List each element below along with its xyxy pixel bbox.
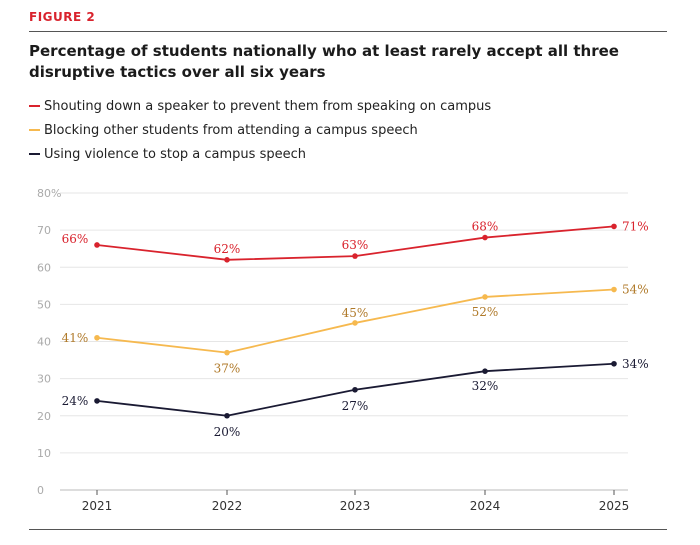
data-label: 66% <box>62 232 89 246</box>
data-point <box>352 320 358 326</box>
data-label: 20% <box>214 425 241 439</box>
data-point <box>94 242 100 248</box>
legend-item-blocking: Blocking other students from attending a… <box>29 118 491 142</box>
data-label: 71% <box>622 219 649 233</box>
data-point <box>611 360 617 367</box>
top-rule <box>29 31 667 32</box>
data-label: 68% <box>472 220 499 234</box>
legend-label-violence: Using violence to stop a campus speech <box>44 146 306 162</box>
legend-label-blocking: Blocking other students from attending a… <box>44 122 418 138</box>
bottom-rule <box>29 529 667 530</box>
data-label: 54% <box>622 283 649 297</box>
data-label: 37% <box>214 362 241 376</box>
data-point <box>94 398 100 404</box>
data-point <box>611 286 617 293</box>
x-tick-label: 2023 <box>340 499 371 513</box>
data-point <box>352 253 358 259</box>
figure-label: FIGURE 2 <box>29 10 96 24</box>
data-label: 63% <box>342 238 369 252</box>
y-tick-label: 80% <box>37 187 61 200</box>
legend-item-violence: Using violence to stop a campus speech <box>29 142 491 166</box>
x-tick-label: 2024 <box>470 499 501 513</box>
y-tick-label: 0 <box>37 484 44 497</box>
y-tick-label: 30 <box>37 373 51 386</box>
legend-label-shouting: Shouting down a speaker to prevent them … <box>44 98 492 114</box>
data-label: 34% <box>622 357 649 371</box>
data-point <box>611 223 617 230</box>
data-label: 45% <box>342 306 369 320</box>
data-label: 27% <box>342 399 369 413</box>
data-point <box>352 386 358 393</box>
y-tick-label: 40 <box>37 336 51 349</box>
chart-title: Percentage of students nationally who at… <box>29 42 619 81</box>
data-point <box>224 257 230 263</box>
data-label: 24% <box>62 394 89 408</box>
data-point <box>482 368 488 375</box>
x-tick-label: 2022 <box>212 499 243 513</box>
x-tick-label: 2021 <box>82 499 113 513</box>
x-tick-label: 2025 <box>599 499 630 513</box>
y-tick-label: 10 <box>37 447 51 460</box>
legend-swatch-blocking <box>29 129 40 131</box>
data-label: 41% <box>62 331 89 345</box>
legend-item-shouting: Shouting down a speaker to prevent them … <box>29 94 491 118</box>
y-tick-label: 60 <box>37 261 51 274</box>
data-label: 62% <box>214 242 241 256</box>
data-point <box>224 412 230 419</box>
data-point <box>94 334 100 341</box>
legend: Shouting down a speaker to prevent them … <box>29 94 491 166</box>
data-label: 52% <box>472 305 499 319</box>
data-point <box>482 234 488 241</box>
y-tick-label: 70 <box>37 224 51 237</box>
data-label: 32% <box>472 379 499 393</box>
data-point <box>482 294 488 300</box>
y-tick-label: 50 <box>37 298 51 311</box>
legend-swatch-violence <box>29 153 40 155</box>
data-point <box>224 349 230 356</box>
legend-swatch-shouting <box>29 105 40 107</box>
y-tick-label: 20 <box>37 410 51 423</box>
